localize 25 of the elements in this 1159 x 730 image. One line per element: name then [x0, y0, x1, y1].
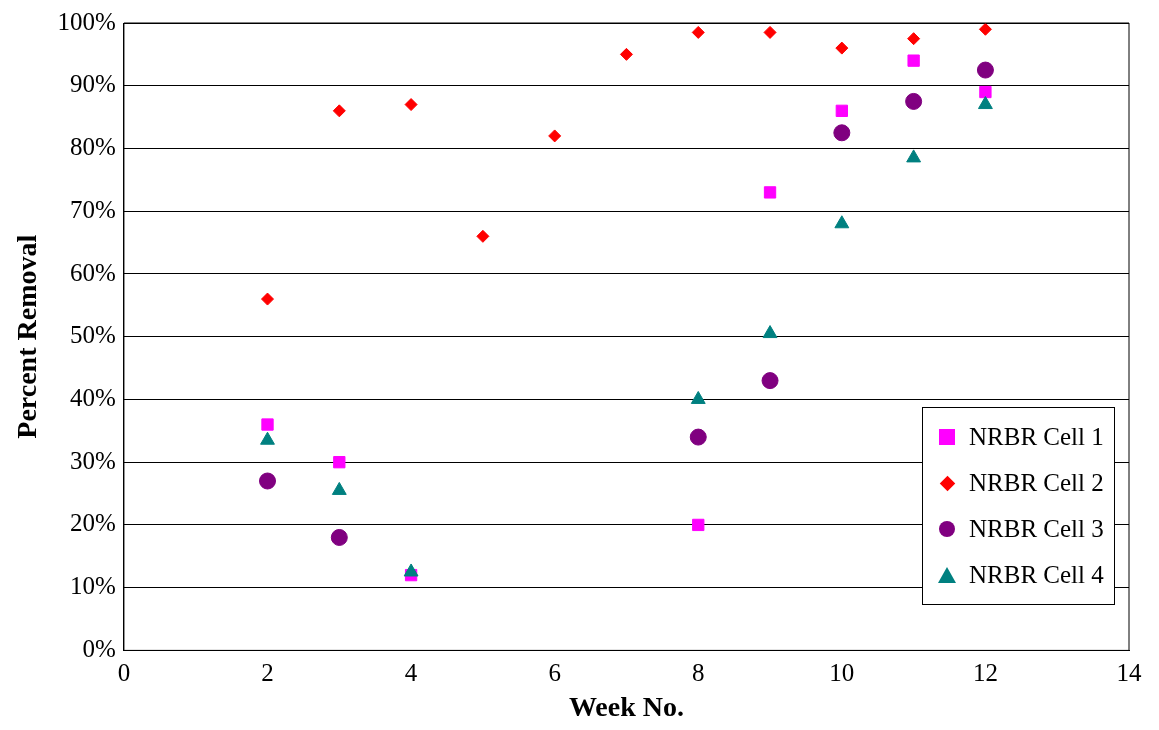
- legend-label: NRBR Cell 2: [969, 469, 1104, 498]
- x-tick-label: 8: [692, 658, 705, 686]
- x-tick-label: 6: [548, 658, 561, 686]
- y-tick-label: 90%: [70, 70, 116, 98]
- y-tick-label: 40%: [70, 384, 116, 411]
- y-axis-title: Percent Removal: [11, 234, 43, 439]
- legend-label: NRBR Cell 1: [969, 423, 1104, 452]
- y-tick-label: 100%: [57, 7, 116, 35]
- y-tick-label: 50%: [70, 321, 116, 349]
- x-tick-label: 10: [829, 658, 855, 686]
- x-tick-label: 0: [117, 658, 131, 686]
- x-axis-title: Week No.: [568, 691, 685, 723]
- x-tick-label: 12: [972, 658, 998, 686]
- y-tick-label: 20%: [70, 509, 116, 537]
- y-tick-label: 10%: [70, 572, 116, 600]
- y-tick-label: 80%: [70, 133, 116, 161]
- x-tick-label: 4: [404, 658, 418, 686]
- y-tick-label: 60%: [70, 258, 116, 286]
- legend-label: NRBR Cell 3: [969, 515, 1104, 544]
- y-tick-label: 70%: [70, 195, 116, 223]
- x-tick-label: 14: [1116, 658, 1142, 686]
- x-tick-label: 2: [261, 658, 274, 686]
- y-tick-label: 0%: [82, 634, 116, 662]
- legend-label: NRBR Cell 4: [969, 561, 1104, 590]
- y-tick-label: 30%: [70, 446, 116, 474]
